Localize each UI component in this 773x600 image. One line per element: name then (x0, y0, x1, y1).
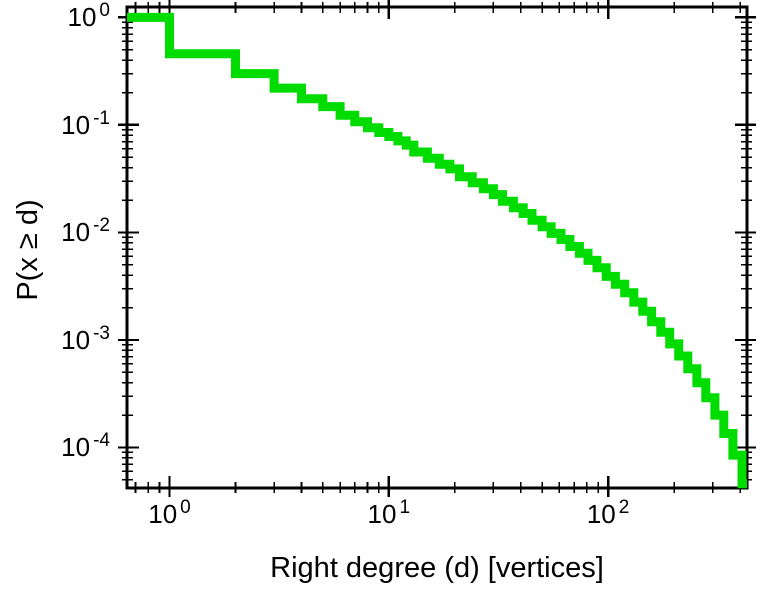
plot-frame (125, 5, 749, 490)
y-axis-title: P(x ≥ d) (12, 199, 44, 301)
x-tick-label: 10 2 (586, 497, 630, 529)
y-tick-label: 10 -4 (61, 430, 110, 463)
x-tick-label: 10 1 (367, 497, 411, 529)
x-axis-title: Right degree (d) [vertices] (270, 552, 604, 584)
y-tick-label: 10 -1 (61, 107, 110, 140)
ccdf-step-line (127, 12, 747, 489)
y-tick-label: 10 -2 (61, 215, 110, 248)
y-tick-label: 10 -3 (61, 322, 110, 355)
y-tick-label: 10 0 (67, 0, 111, 33)
x-tick-label: 10 0 (148, 497, 191, 529)
